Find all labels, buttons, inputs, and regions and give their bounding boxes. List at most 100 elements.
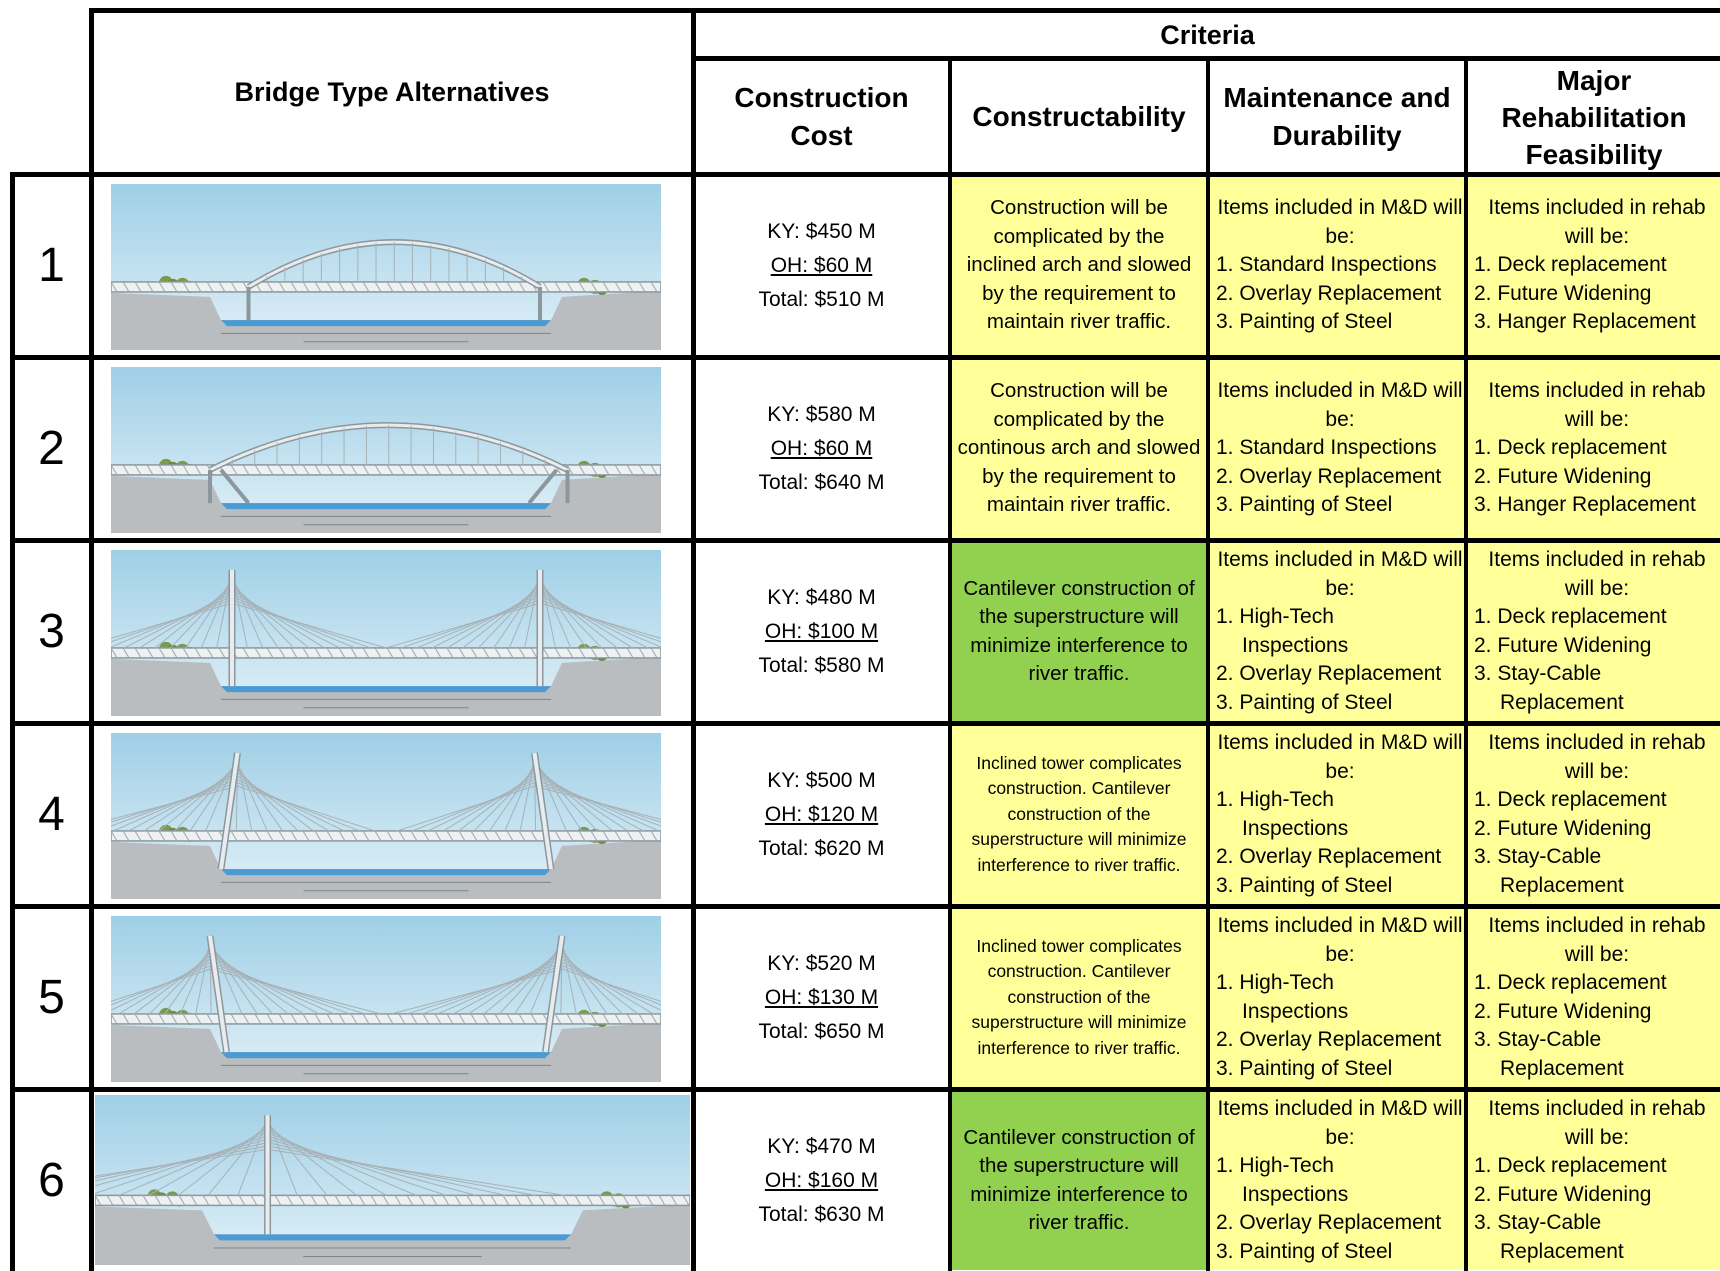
criteria-header: Criteria [695, 12, 1720, 58]
construction-cost-cell: KY: $580 M OH: $60 M Total: $640 M [695, 359, 948, 538]
maintenance-item: 3. Painting of Steel [1216, 310, 1393, 334]
bridge-type-header-label: Bridge Type Alternatives [234, 76, 550, 107]
maintenance-cell: Items included in M&D will be: 1. Standar… [1210, 176, 1464, 355]
rehab-list: Items included in rehab will be: 1. Deck … [1468, 377, 1720, 520]
maintenance-item: 2. Overlay Replacement [1216, 1211, 1442, 1234]
maintenance-cell: Items included in M&D will be: 1. Standar… [1210, 359, 1464, 538]
rehab-cell: Items included in rehab will be: 1. Deck … [1468, 1091, 1720, 1270]
grid-line [10, 1087, 1720, 1092]
maintenance-list: Items included in M&D will be: 1. High-Te… [1210, 1095, 1464, 1266]
rehab-list: Items included in rehab will be: 1. Deck … [1468, 546, 1720, 717]
maintenance-item: 1. High-Tech [1216, 788, 1334, 811]
rehab-intro: Items included in rehab will be: [1488, 731, 1706, 783]
cost-ky: KY: $450 M [767, 219, 876, 243]
constructability-text: Construction will be complicated by the … [957, 379, 1201, 517]
constructability-cell: Construction will be complicated by the … [952, 176, 1206, 355]
bridge-elevation-image [111, 733, 661, 899]
maintenance-item: 1. Standard Inspections [1216, 436, 1437, 460]
maintenance-list: Items included in M&D will be: 1. High-Te… [1210, 912, 1464, 1083]
rehab-item: 1. Deck replacement [1474, 605, 1667, 628]
column-header-rehab: Major Rehabilitation Feasibility [1468, 62, 1720, 172]
rehab-item: 3. Stay-Cable [1474, 1211, 1602, 1234]
maintenance-item: 1. High-Tech [1216, 1154, 1334, 1177]
rehab-item: 3. Hanger Replacement [1474, 493, 1696, 517]
column-header-label: Construction Cost [734, 82, 909, 151]
rehab-item: 3. Stay-Cable [1474, 845, 1602, 868]
grid-line [89, 8, 1720, 13]
grid-line [1464, 56, 1468, 1271]
cost-total: Total: $630 M [758, 1202, 885, 1226]
rehab-item: 1. Deck replacement [1474, 971, 1667, 994]
alternative-number: 2 [14, 359, 89, 538]
bridge-type-header: Bridge Type Alternatives [93, 12, 691, 172]
rehab-item: 1. Deck replacement [1474, 436, 1667, 460]
maintenance-item: 2. Overlay Replacement [1216, 464, 1442, 488]
rehab-intro: Items included in rehab will be: [1488, 914, 1706, 966]
constructability-cell: Cantilever construction of the superstru… [952, 542, 1206, 721]
bridge-elevation-image [111, 367, 661, 533]
rehab-intro: Items included in rehab will be: [1488, 548, 1706, 600]
construction-cost-cell: KY: $520 M OH: $130 M Total: $650 M [695, 908, 948, 1087]
constructability-text: Inclined tower complicates construction.… [971, 935, 1187, 1058]
rehab-cell: Items included in rehab will be: 1. Deck … [1468, 359, 1720, 538]
rehab-intro: Items included in rehab will be: [1488, 1097, 1706, 1149]
bridge-elevation-image [111, 916, 661, 1082]
grid-line [691, 56, 1720, 61]
rehab-item: 2. Future Widening [1474, 633, 1652, 657]
cost-total: Total: $650 M [758, 1019, 885, 1043]
cost-ky: KY: $520 M [767, 951, 876, 975]
maintenance-list: Items included in M&D will be: 1. Standar… [1210, 377, 1464, 520]
grid-line [10, 904, 1720, 909]
rehab-item: 3. Stay-Cable [1474, 1028, 1602, 1051]
alternative-number-label: 4 [38, 788, 65, 841]
maintenance-list: Items included in M&D will be: 1. Standar… [1210, 194, 1464, 337]
alternative-number: 4 [14, 725, 89, 904]
grid-line [10, 172, 1720, 177]
alternative-number-label: 1 [38, 239, 65, 292]
alternative-number-label: 6 [38, 1154, 65, 1207]
maintenance-list: Items included in M&D will be: 1. High-Te… [1210, 546, 1464, 717]
rehab-cell: Items included in rehab will be: 1. Deck … [1468, 542, 1720, 721]
bridge-elevation-image [95, 1095, 690, 1265]
maintenance-item: 3. Painting of Steel [1216, 1056, 1393, 1080]
cost-ky: KY: $470 M [767, 1134, 876, 1158]
alternative-number: 5 [14, 908, 89, 1087]
rehab-item: 3. Hanger Replacement [1474, 310, 1696, 334]
construction-cost-cell: KY: $450 M OH: $60 M Total: $510 M [695, 176, 948, 355]
maintenance-item: 1. High-Tech [1216, 971, 1334, 994]
constructability-text: Cantilever construction of the superstru… [963, 1125, 1195, 1235]
maintenance-item: Inspections [1242, 633, 1349, 657]
maintenance-intro: Items included in M&D will be: [1217, 731, 1463, 783]
maintenance-cell: Items included in M&D will be: 1. High-Te… [1210, 908, 1464, 1087]
rehab-item: 3. Stay-Cable [1474, 662, 1602, 685]
grid-line [691, 8, 696, 1271]
maintenance-intro: Items included in M&D will be: [1217, 379, 1463, 431]
maintenance-item: Inspections [1242, 1182, 1349, 1206]
maintenance-item: 1. High-Tech [1216, 605, 1334, 628]
rehab-item: 2. Future Widening [1474, 464, 1652, 488]
rehab-intro: Items included in rehab will be: [1488, 196, 1706, 248]
rehab-cell: Items included in rehab will be: 1. Deck … [1468, 908, 1720, 1087]
alternative-number: 3 [14, 542, 89, 721]
alternative-number-label: 3 [38, 605, 65, 658]
column-header-maintenance: Maintenance and Durability [1210, 62, 1464, 172]
alternative-number: 6 [14, 1091, 89, 1270]
alternative-number: 1 [14, 176, 89, 355]
cost-total: Total: $640 M [758, 470, 885, 494]
rehab-item: Replacement [1500, 1239, 1624, 1263]
constructability-cell: Cantilever construction of the superstru… [952, 1091, 1206, 1270]
maintenance-list: Items included in M&D will be: 1. High-Te… [1210, 729, 1464, 900]
rehab-item: 2. Future Widening [1474, 281, 1652, 305]
construction-cost-cell: KY: $500 M OH: $120 M Total: $620 M [695, 725, 948, 904]
grid-line [10, 538, 1720, 543]
column-header-label: Constructability [972, 101, 1186, 132]
maintenance-intro: Items included in M&D will be: [1217, 196, 1463, 248]
rehab-intro: Items included in rehab will be: [1488, 379, 1706, 431]
column-header-construction-cost: Construction Cost [695, 62, 948, 172]
rehab-list: Items included in rehab will be: 1. Deck … [1468, 729, 1720, 900]
maintenance-item: 3. Painting of Steel [1216, 873, 1393, 897]
maintenance-item: 2. Overlay Replacement [1216, 1028, 1442, 1051]
maintenance-cell: Items included in M&D will be: 1. High-Te… [1210, 725, 1464, 904]
rehab-item: 2. Future Widening [1474, 999, 1652, 1023]
bridge-elevation-image [111, 550, 661, 716]
